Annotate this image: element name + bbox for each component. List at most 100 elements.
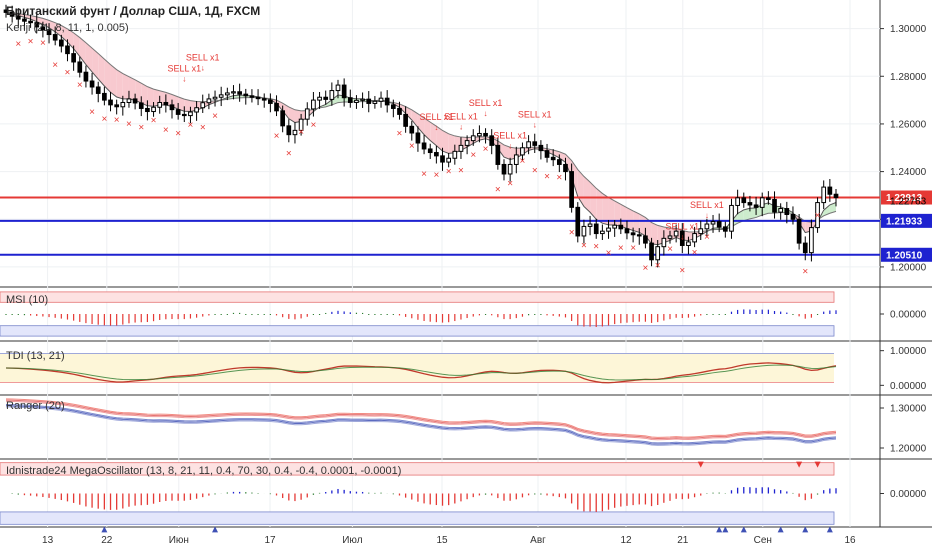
ranger-line (5, 406, 837, 446)
kenji-cloud-segment (288, 106, 295, 123)
candle-body (741, 197, 747, 204)
level-price-box (881, 190, 932, 205)
candle-body (716, 221, 722, 228)
sell-annotation: SELL x1 (665, 221, 699, 231)
sell-x-marker: × (692, 248, 698, 259)
kenji-slow-line (5, 11, 837, 233)
kenji-cloud-segment (116, 69, 123, 99)
kenji-cloud-segment (104, 59, 111, 93)
candle-body (759, 197, 765, 208)
sell-x-marker: × (274, 131, 280, 142)
tdi-neutral-band (0, 353, 834, 383)
kenji-cloud-segment (141, 83, 148, 106)
sell-x-marker: × (495, 184, 501, 195)
kenji-cloud-segment (583, 176, 591, 213)
level-price-label: 1.20510 (886, 250, 923, 261)
candle-body (286, 125, 292, 136)
sell-x-marker: × (667, 244, 673, 255)
candle-body (120, 101, 126, 108)
candle-body (71, 53, 76, 63)
candle-body (108, 99, 113, 106)
candle-body (304, 108, 310, 120)
sell-annotation: SELL x1 (167, 64, 201, 74)
sell-x-marker: × (532, 165, 538, 176)
candle-body (427, 148, 433, 154)
sell-x-marker: × (544, 171, 550, 182)
candle-body (15, 15, 21, 20)
candle-body (200, 102, 206, 109)
candle-body (347, 97, 353, 103)
candle-body (809, 227, 814, 254)
sell-x-marker: × (212, 111, 218, 122)
x-tick-label: Авг (530, 535, 546, 546)
candle-body (384, 97, 390, 106)
ranger-line (5, 403, 837, 444)
sell-x-marker: × (298, 127, 304, 138)
kenji-cloud-segment (436, 126, 443, 152)
kenji-cloud-segment (639, 213, 646, 236)
sell-x-marker: × (704, 232, 710, 243)
sell-x-marker: × (15, 39, 21, 50)
candle-body (188, 111, 193, 117)
ranger-line (5, 405, 837, 445)
candle-body (421, 142, 427, 150)
candle-body (735, 197, 740, 206)
candle-body (556, 159, 562, 165)
candle-body (341, 84, 347, 99)
sell-annotation: SELL x1 (444, 111, 478, 121)
x-tick-label: 21 (677, 535, 689, 546)
sell-x-marker: × (483, 144, 489, 155)
candle-body (495, 144, 501, 165)
kenji-cloud-segment (55, 22, 62, 37)
sell-x-marker: × (28, 37, 34, 48)
sell-x-marker: × (433, 170, 439, 181)
sell-x-marker: × (593, 242, 599, 253)
candle-body (415, 132, 421, 144)
mega-sell-triangle (796, 461, 803, 468)
candle-body (766, 197, 771, 200)
candle-body (102, 92, 107, 101)
candle-body (532, 141, 538, 146)
candle-body (458, 144, 464, 152)
kenji-cloud-segment (651, 222, 658, 245)
candle-body (126, 98, 132, 103)
sell-arrow: ↓ (680, 232, 684, 241)
candle-body (655, 246, 661, 261)
sell-x-marker: × (470, 150, 476, 161)
candle-body (28, 20, 33, 24)
kenji-cloud-segment (571, 160, 578, 197)
sell-arrow: ↓ (434, 123, 438, 132)
candle-body (507, 163, 513, 175)
candle-body (157, 101, 163, 108)
kenji-cloud-segment (110, 64, 117, 98)
candle-body (52, 34, 58, 41)
candle-body (673, 230, 679, 237)
kenji-cloud-segment (504, 144, 511, 160)
sell-x-marker: × (642, 263, 648, 274)
sell-x-marker: × (581, 240, 587, 251)
candle-body (58, 39, 64, 47)
candle-body (643, 235, 648, 244)
sell-annotation: SELL x1 (493, 130, 527, 140)
sell-x-marker: × (286, 149, 292, 160)
x-tick-label: Сен (754, 535, 772, 546)
ranger-line (5, 399, 837, 440)
candle-body (366, 98, 372, 104)
x-tick-label: 16 (844, 535, 856, 546)
sell-x-marker: × (556, 172, 562, 183)
sell-x-marker: × (101, 114, 107, 125)
sell-x-marker: × (802, 267, 808, 278)
candle-body (513, 154, 519, 165)
candle-body (698, 228, 704, 235)
candle-body (489, 135, 495, 146)
sell-x-marker: × (151, 115, 157, 126)
sell-annotation: SELL x1 (690, 200, 724, 210)
level-price-label: 1.22763 (890, 197, 927, 208)
kenji-cloud-segment (128, 76, 136, 101)
candle-body (311, 99, 316, 110)
mega-buy-triangle (101, 526, 108, 533)
ranger-line (5, 398, 837, 438)
candle-body (501, 163, 507, 175)
kenji-cloud-segment (559, 151, 566, 163)
